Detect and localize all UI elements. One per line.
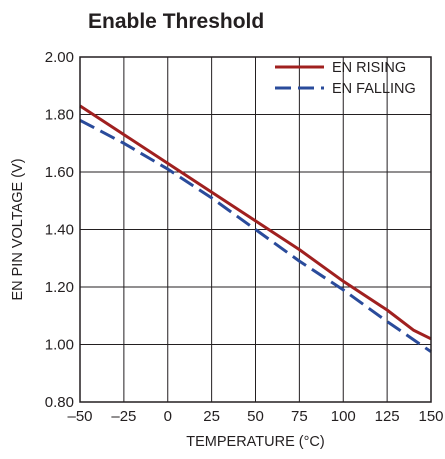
- y-tick-label: 1.40: [45, 222, 74, 239]
- x-tick-label: 125: [375, 408, 400, 425]
- chart-title: Enable Threshold: [88, 10, 264, 33]
- y-tick-label: 1.60: [45, 164, 74, 181]
- series-line-en-rising: [79, 104, 432, 341]
- x-tick-label: 75: [291, 408, 308, 425]
- x-tick-label: 25: [203, 408, 220, 425]
- y-tick-label: 0.80: [45, 394, 74, 411]
- x-tick-label: –25: [111, 408, 136, 425]
- x-tick-label: 50: [247, 408, 264, 425]
- y-tick-label: 1.20: [45, 279, 74, 296]
- x-tick-label: 100: [331, 408, 356, 425]
- x-tick-label: 150: [418, 408, 443, 425]
- series-lines: [79, 104, 432, 353]
- legend: EN RISING EN FALLING: [275, 60, 416, 97]
- y-tick-labels: 0.80 1.00 1.20 1.40 1.60 1.80 2.00: [45, 49, 74, 411]
- y-tick-label: 1.80: [45, 107, 74, 124]
- plot-frame: [79, 56, 432, 403]
- y-tick-label: 1.00: [45, 337, 74, 354]
- legend-label: EN FALLING: [332, 81, 416, 97]
- series-line-en-falling: [79, 118, 432, 353]
- grid-lines: [80, 57, 431, 402]
- x-axis-label: TEMPERATURE (°C): [186, 434, 324, 450]
- x-tick-labels: –50 –25 0 25 50 75 100 125 150: [67, 408, 443, 425]
- x-tick-label: 0: [164, 408, 172, 425]
- x-tick-label: –50: [67, 408, 92, 425]
- legend-label: EN RISING: [332, 60, 406, 76]
- y-tick-label: 2.00: [45, 49, 74, 66]
- y-axis-label: EN PIN VOLTAGE (V): [10, 158, 26, 300]
